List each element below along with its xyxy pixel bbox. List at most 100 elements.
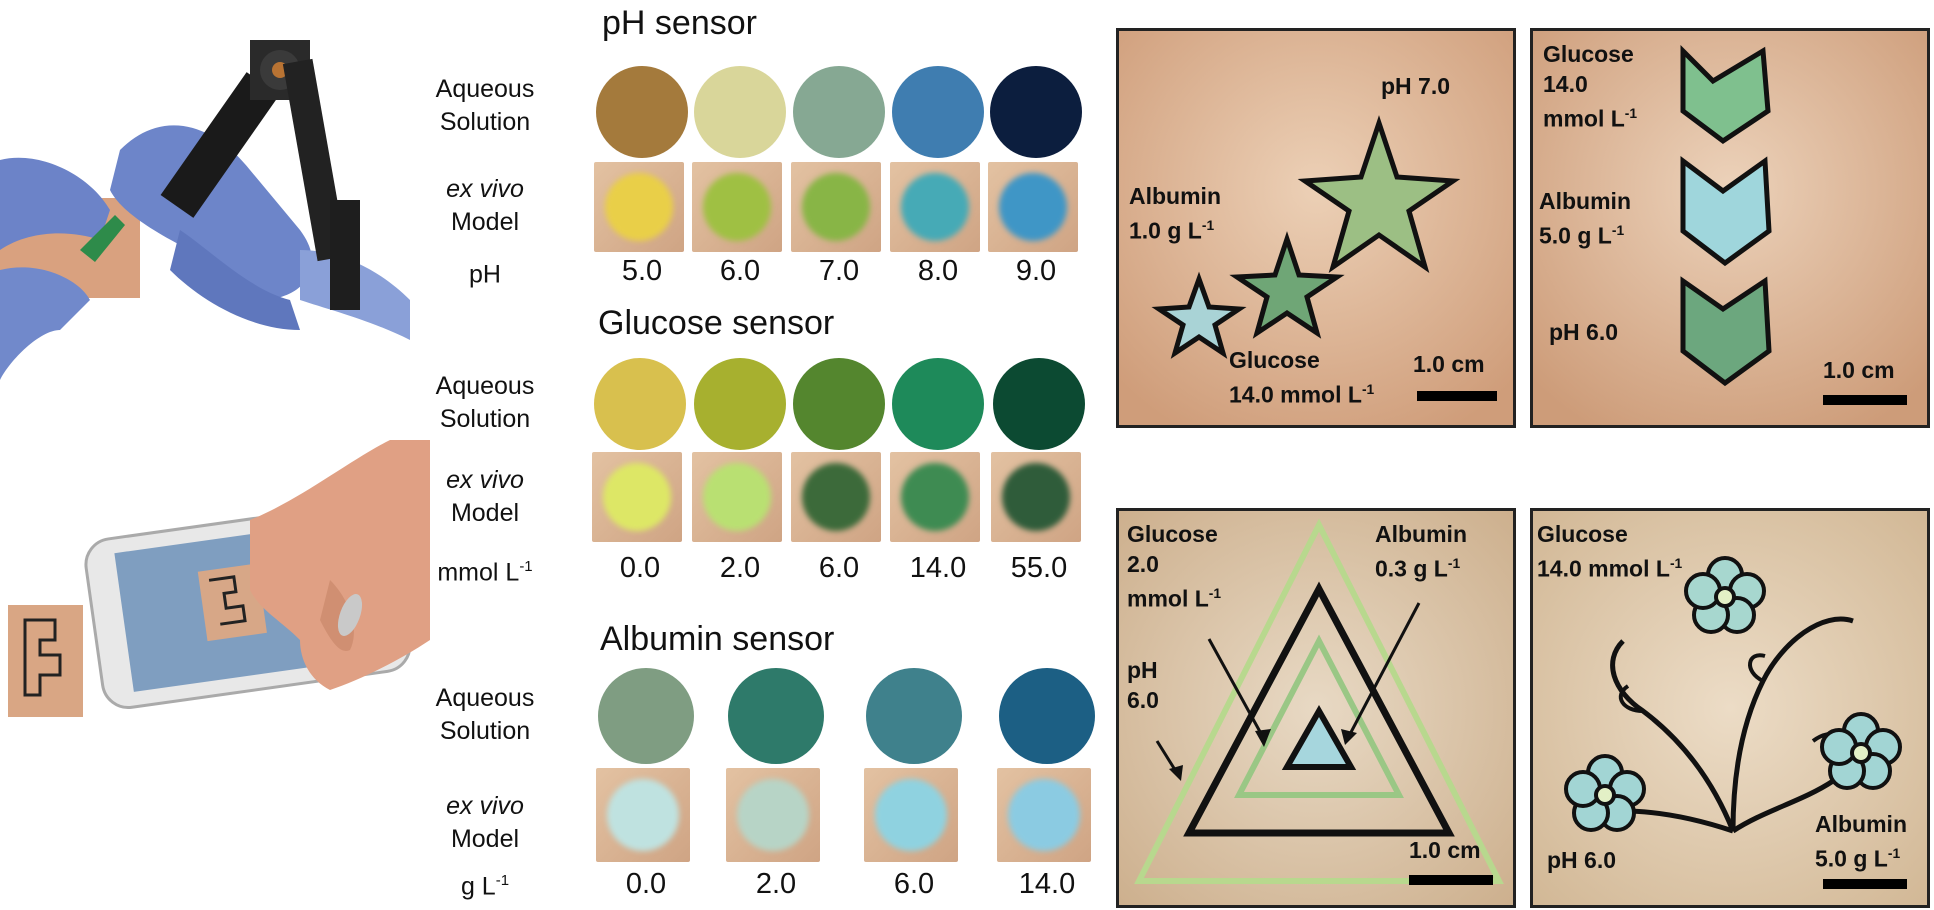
flowers-label-glucose-sup: -1 [1669,556,1683,571]
chevrons-label-ph: pH 6.0 [1549,317,1618,347]
flowers-label-albumin-line2: 5.0 g L [1815,845,1888,872]
triangle-center [1281,704,1357,770]
chevrons-tattoo-drawing [1533,31,1927,425]
glucose-value-label: 0.0 [619,552,661,584]
ph-sample-spot [998,172,1068,242]
albumin-sample-spot [737,779,809,851]
glucose-sample-spot [900,462,970,532]
ph-model-line2: Model [450,208,520,236]
star-large [1297,115,1461,274]
sensor-panel: pH sensor Aqueous Solution ex vivo Model… [430,0,1095,910]
stars-label-ph-text: pH 7.0 [1381,73,1451,99]
albumin-sample-spot [875,779,947,851]
triangles-scale-bar [1409,875,1493,885]
glucose-sample-square [592,452,682,542]
chevrons-label-albumin-line1: Albumin [1539,188,1631,214]
albumin-aqueous-label: Aqueous Solution [430,682,540,748]
phone-photo [8,440,430,717]
ph-solution-circle [596,66,688,158]
glucose-aqueous-line2: Solution [439,405,531,433]
glucose-sample-square [991,452,1081,542]
tattoo-panel-triangles: Glucose 2.0 mmol L-1 Albumin 0.3 g L-1 p… [1116,508,1516,908]
skin-sample-tattooed [8,605,83,717]
ph-solution-circle [793,66,885,158]
glucose-sensor-title: Glucose sensor [598,304,835,342]
ph-value-label: 7.0 [818,255,860,287]
triangles-label-ph: pH 6.0 [1127,655,1159,715]
albumin-sample-square [596,768,690,862]
albumin-sample-spot [1008,779,1080,851]
glucose-aqueous-line1: Aqueous [435,372,535,400]
chevrons-label-albumin-line2: 5.0 g L [1539,222,1612,249]
triangles-label-glucose-sup: -1 [1208,586,1222,601]
chevrons-scale-bar [1823,395,1907,405]
chevron-top [1680,44,1771,145]
ph-value-label: 5.0 [621,255,663,287]
triangles-label-albumin: Albumin 0.3 g L-1 [1375,519,1467,584]
glucose-value-label: 55.0 [1010,552,1068,584]
albumin-sample-spot [607,779,679,851]
chevrons-label-glucose-sup: -1 [1624,106,1638,121]
flowers-label-albumin-line1: Albumin [1815,811,1907,837]
glucose-solution-circle [892,358,984,450]
glucose-solution-circle [993,358,1085,450]
albumin-value-label: 6.0 [893,868,935,900]
triangles-label-glucose: Glucose 2.0 mmol L-1 [1127,519,1221,614]
triangles-label-glucose-line1: Glucose [1127,521,1218,547]
flowers-label-glucose-line1: Glucose [1537,521,1628,547]
triangles-label-ph-line1: pH [1127,657,1158,683]
glucose-sample-square [791,452,881,542]
albumin-unit-text: g L [460,872,496,901]
chevrons-label-albumin: Albumin 5.0 g L-1 [1539,186,1631,251]
glucose-sample-spot [801,462,871,532]
triangle-outer-green [1134,518,1504,884]
albumin-aqueous-line2: Solution [439,717,531,745]
triangle-black [1183,581,1455,837]
ph-aqueous-label: Aqueous Solution [430,73,540,139]
flowers-tattoo-drawing [1533,511,1927,905]
ph-sample-square [988,162,1078,252]
flowers-label-ph-text: pH 6.0 [1547,847,1617,873]
flower-top [1684,556,1766,634]
flower-left [1564,754,1646,832]
ph-aqueous-line1: Aqueous [435,75,535,103]
glucose-aqueous-label: Aqueous Solution [430,370,540,436]
stars-label-glucose: Glucose 14.0 mmol L-1 [1229,345,1374,410]
albumin-unit-sup: -1 [495,872,510,889]
ph-sample-square [692,162,782,252]
ph-value-label: 6.0 [719,255,761,287]
glucose-solution-circle [594,358,686,450]
stars-label-albumin-line2: 1.0 g L [1129,217,1202,244]
albumin-model-label: ex vivo Model [430,790,540,856]
glucose-model-label: ex vivo Model [430,464,540,530]
glucose-sample-spot [602,462,672,532]
triangles-label-glucose-line2: 2.0 [1127,551,1159,577]
glucose-sample-square [890,452,980,542]
triangles-label-albumin-sup: -1 [1447,556,1461,571]
star-medium [1229,231,1345,339]
glucose-model-line2: Model [450,499,520,527]
triangles-tattoo-drawing [1119,511,1513,905]
left-photos [0,0,430,910]
star-small [1151,271,1247,359]
ph-sample-square [594,162,684,252]
chevrons-label-glucose-line3: mmol L [1543,105,1625,132]
albumin-sample-square [864,768,958,862]
ph-value-label: 9.0 [1015,255,1057,287]
glucose-solution-circle [793,358,885,450]
stars-label-albumin-line1: Albumin [1129,183,1221,209]
flowers-label-albumin-sup: -1 [1887,846,1901,861]
ph-unit-text: pH [469,260,501,289]
chevrons-label-albumin-sup: -1 [1611,223,1625,238]
albumin-solution-circle [598,668,694,764]
albumin-model-line1: ex vivo [446,792,524,820]
albumin-sample-square [726,768,820,862]
chevrons-scale-text: 1.0 cm [1823,357,1895,383]
glucose-model-line1: ex vivo [446,466,524,494]
albumin-unit-label: g L-1 [430,872,540,901]
glucose-value-label: 2.0 [719,552,761,584]
ph-sample-spot [801,172,871,242]
chevrons-label-glucose-line2: 14.0 [1543,71,1588,97]
triangles-label-albumin-line1: Albumin [1375,521,1467,547]
glucose-unit-label: mmol L-1 [430,558,540,587]
